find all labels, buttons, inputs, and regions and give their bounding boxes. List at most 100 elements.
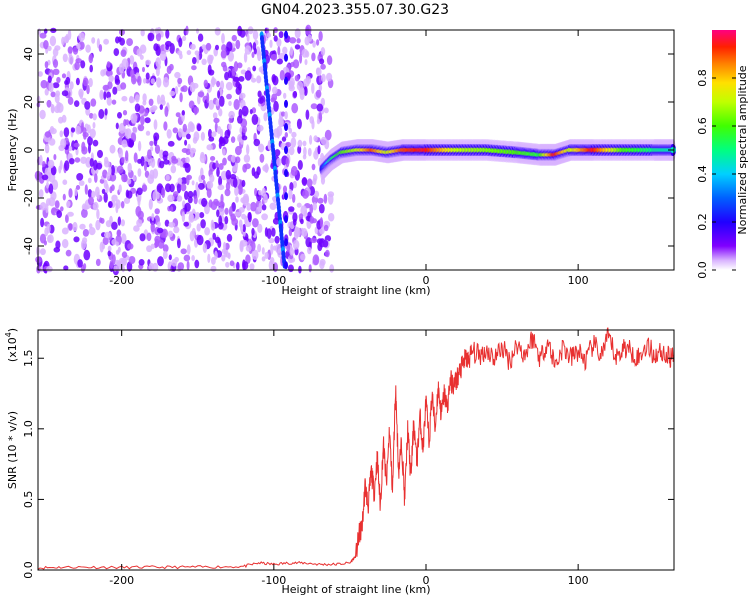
noise-cell <box>118 257 126 265</box>
noise-cell <box>195 211 200 220</box>
y-tick-label: 0 <box>22 147 35 154</box>
noise-cell <box>95 258 101 267</box>
noise-cell <box>222 157 227 166</box>
noise-cell <box>233 61 239 72</box>
noise-cell <box>309 216 315 224</box>
noise-cell <box>312 202 317 211</box>
snr-frame <box>37 329 675 571</box>
trace-cell <box>284 146 289 154</box>
trace-cell <box>284 53 289 62</box>
noise-cell <box>139 233 146 242</box>
noise-cell <box>323 224 329 232</box>
noise-cell <box>186 50 192 56</box>
noise-cell <box>296 38 301 44</box>
noise-cell <box>169 90 176 97</box>
noise-cell <box>300 253 306 261</box>
noise-cell <box>220 193 224 204</box>
noise-cell <box>67 96 74 105</box>
noise-cell <box>216 126 222 134</box>
noise-cell <box>162 76 170 88</box>
noise-cell <box>148 98 154 107</box>
noise-cell <box>302 140 307 147</box>
noise-cell <box>287 264 294 273</box>
noise-cell <box>73 142 80 148</box>
noise-cell <box>110 164 115 176</box>
noise-cell <box>206 187 212 199</box>
snr-panel: -200 -100 0 100 0.0 0.5 1.0 1.5 Height of stra… <box>4 327 675 596</box>
noise-cell <box>295 227 301 238</box>
noise-cell <box>251 227 255 236</box>
noise-cell <box>43 40 49 50</box>
noise-cell <box>243 154 251 163</box>
noise-cell <box>206 144 213 151</box>
noise-cell <box>238 207 245 213</box>
noise-cell <box>205 42 212 51</box>
colorbar-tick-label: 0.4 <box>696 165 709 183</box>
noise-cell <box>176 182 182 194</box>
noise-cell <box>213 117 220 124</box>
spectrogram-x-ticks: -200 -100 0 100 <box>109 30 589 287</box>
noise-cell <box>140 156 145 167</box>
noise-cell <box>126 178 132 185</box>
noise-cell <box>92 113 97 121</box>
noise-cell <box>243 52 248 63</box>
noise-cell <box>187 196 193 204</box>
trace-cell <box>284 169 289 177</box>
colorbar-tick-label: 0.6 <box>696 117 709 135</box>
noise-cell <box>212 232 216 240</box>
snr-series-line <box>37 327 675 570</box>
noise-cell <box>215 44 219 51</box>
noise-cell <box>222 64 228 72</box>
noise-cell <box>217 221 224 230</box>
noise-cell <box>164 106 169 117</box>
noise-cell <box>201 58 207 65</box>
noise-cell <box>137 140 142 152</box>
noise-cell <box>94 173 98 183</box>
noise-cell <box>303 86 308 96</box>
x-tick-label: -100 <box>261 274 286 287</box>
noise-cell <box>162 244 169 253</box>
colorbar-label: Normalized spectral amplitude <box>736 65 749 234</box>
noise-cell <box>46 223 51 234</box>
noise-cell <box>230 155 236 163</box>
noise-cell <box>155 32 162 42</box>
snr-multiplier-prefix: (x10 <box>6 337 19 362</box>
noise-cell <box>292 180 297 189</box>
snr-multiplier-suffix: ) <box>6 328 19 332</box>
noise-cell <box>121 58 129 70</box>
noise-cell <box>160 31 164 38</box>
noise-cell <box>208 128 212 139</box>
noise-cell <box>92 122 96 129</box>
noise-cell <box>199 212 205 219</box>
noise-cell <box>240 69 247 75</box>
noise-cell <box>284 132 288 138</box>
noise-cell <box>184 190 189 200</box>
noise-cell <box>62 179 68 185</box>
noise-cell <box>201 44 206 50</box>
y-tick-label: 0.0 <box>22 561 35 579</box>
noise-cell <box>228 206 233 217</box>
noise-cell <box>284 111 288 120</box>
noise-cell <box>127 243 134 250</box>
noise-cell <box>164 219 170 227</box>
noise-cell <box>325 249 330 258</box>
noise-cell <box>212 112 218 119</box>
noise-cell <box>186 260 190 271</box>
colorbar-tick-label: 0.2 <box>696 213 709 231</box>
noise-cell <box>286 243 291 253</box>
noise-cell <box>134 103 141 112</box>
noise-cell <box>199 153 206 164</box>
noise-cell <box>209 54 214 62</box>
noise-cell <box>294 75 300 82</box>
noise-cell <box>313 150 319 160</box>
noise-cell <box>239 29 246 38</box>
noise-cell <box>218 175 223 187</box>
noise-cell <box>81 146 88 155</box>
noise-cell <box>257 90 262 98</box>
noise-cell <box>62 53 68 63</box>
noise-cell <box>318 31 323 42</box>
noise-cell <box>118 36 122 42</box>
noise-cell <box>126 38 133 47</box>
noise-cell <box>168 254 172 261</box>
noise-cell <box>193 106 200 115</box>
